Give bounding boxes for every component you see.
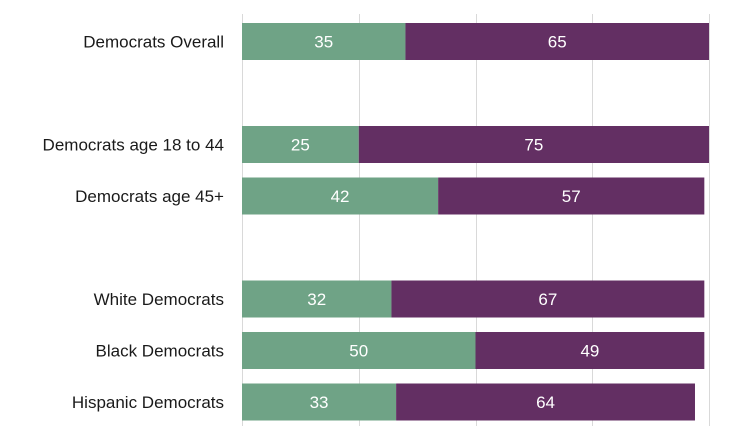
data-label: 33: [310, 393, 329, 412]
data-label: 25: [291, 136, 310, 155]
bar-segment: [242, 280, 392, 318]
category-label: Democrats age 45+: [75, 187, 224, 206]
data-label: 42: [331, 187, 350, 206]
data-label: 65: [548, 33, 567, 52]
data-label: 32: [307, 290, 326, 309]
bars: 35 65 25 75 42 57 32 67 50 49 33 64: [242, 23, 709, 421]
data-label: 64: [536, 393, 555, 412]
category-label: White Democrats: [94, 290, 224, 309]
category-label: Democrats Overall: [83, 33, 224, 52]
category-label: Democrats age 18 to 44: [43, 136, 224, 155]
bar-segment: [358, 126, 709, 163]
data-label: 49: [580, 342, 599, 361]
bar-segment: [405, 23, 709, 60]
data-label: 57: [562, 187, 581, 206]
data-label: 75: [524, 136, 543, 155]
category-labels: Democrats Overall Democrats age 18 to 44 D…: [43, 33, 225, 413]
bar-segment: [391, 280, 705, 318]
bar-segment: [475, 332, 705, 369]
bar-segment: [438, 177, 705, 215]
category-label: Black Democrats: [96, 342, 224, 361]
category-label: Hispanic Democrats: [72, 393, 224, 412]
bar-segment: [242, 126, 359, 163]
bar-segment: [242, 383, 397, 421]
bar-segment: [242, 23, 406, 60]
bar-segment: [242, 177, 439, 215]
data-label: 67: [538, 290, 557, 309]
bar-segment: [396, 383, 695, 421]
bar-segment: [242, 332, 476, 369]
data-label: 50: [349, 342, 368, 361]
data-label: 35: [314, 33, 333, 52]
